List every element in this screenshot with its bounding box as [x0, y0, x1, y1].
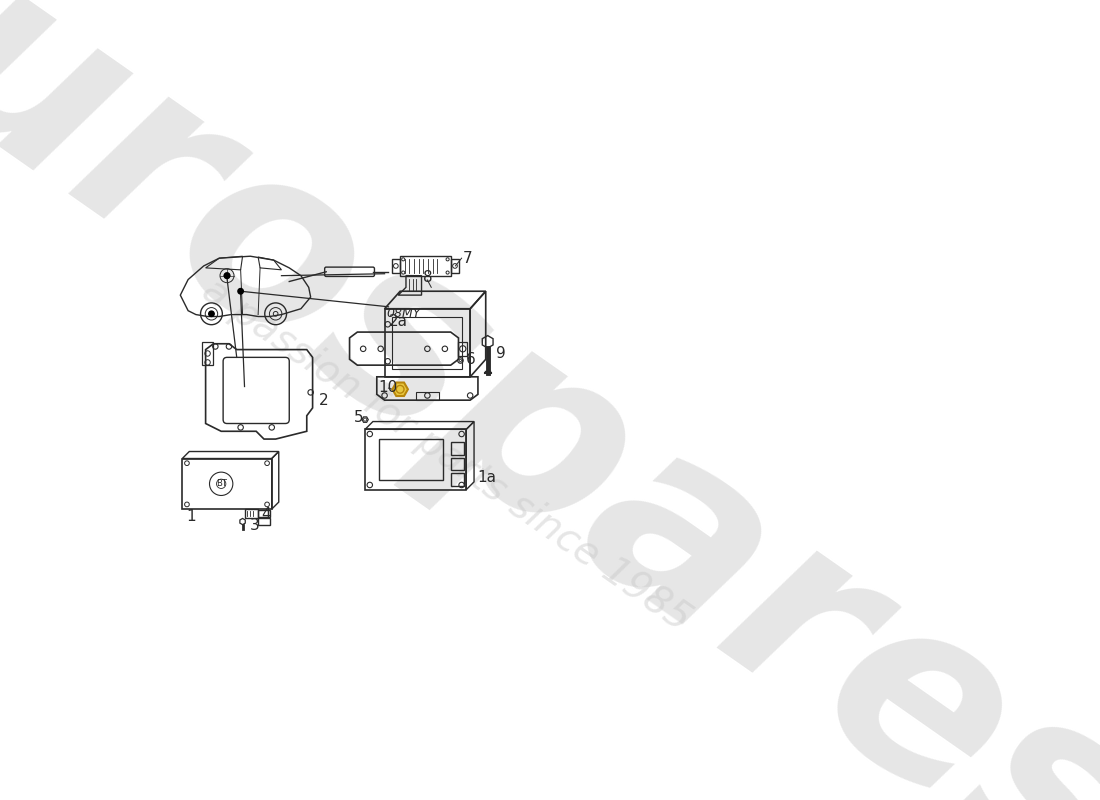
- Circle shape: [224, 273, 230, 278]
- Text: 9: 9: [496, 346, 506, 361]
- Text: 6: 6: [466, 352, 475, 367]
- Text: BT: BT: [216, 479, 227, 488]
- Text: a passion for parts since 1985: a passion for parts since 1985: [196, 270, 698, 638]
- Text: 10: 10: [378, 380, 398, 395]
- Text: 08MY: 08MY: [387, 307, 421, 320]
- Text: 3: 3: [250, 518, 260, 533]
- Text: 2: 2: [318, 393, 328, 408]
- Text: 1: 1: [186, 509, 196, 523]
- Text: 4: 4: [261, 507, 271, 522]
- Text: 2a: 2a: [388, 314, 408, 329]
- Text: 8: 8: [422, 270, 432, 285]
- Circle shape: [209, 311, 214, 317]
- Text: 7: 7: [463, 250, 473, 266]
- Polygon shape: [393, 382, 408, 396]
- Circle shape: [238, 289, 243, 294]
- Text: 1a: 1a: [477, 470, 496, 486]
- Text: 5: 5: [354, 410, 364, 425]
